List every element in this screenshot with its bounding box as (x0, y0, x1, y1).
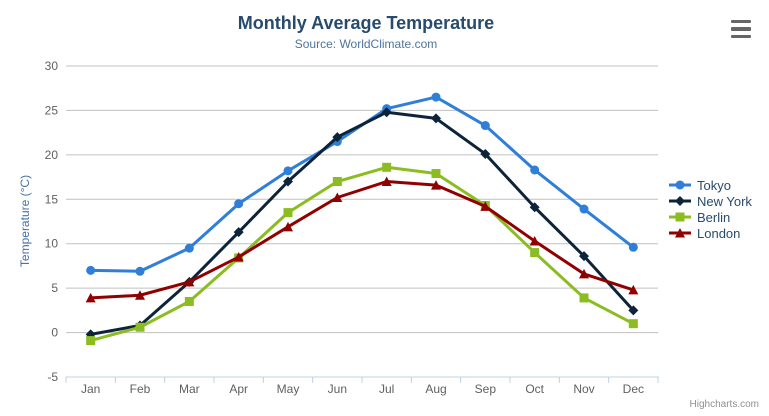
x-axis-tick-label: May (277, 382, 300, 396)
legend-item-new-york[interactable]: New York (668, 193, 752, 209)
series-new-york (85, 107, 639, 340)
x-axis-tick-label: Dec (623, 382, 644, 396)
data-point-marker (675, 228, 685, 238)
x-axis-tick-label: Nov (573, 382, 594, 396)
y-axis-tick-label: -5 (47, 370, 58, 384)
data-point-marker[interactable] (579, 268, 589, 279)
y-axis-title: Temperature (°C) (18, 174, 32, 268)
data-point-marker[interactable] (184, 296, 194, 306)
data-point-marker (675, 180, 685, 190)
data-point-marker[interactable] (628, 319, 638, 329)
chart-title: Monthly Average Temperature (237, 13, 495, 33)
x-axis-tick-label: Mar (179, 382, 200, 396)
series-tokyo (86, 92, 638, 276)
data-point-marker[interactable] (628, 284, 639, 295)
data-point-marker[interactable] (530, 248, 540, 258)
x-axis-tick-label: Jul (379, 382, 394, 396)
data-point-marker[interactable] (283, 166, 293, 176)
data-point-marker[interactable] (431, 92, 441, 102)
x-axis-tick-label: Jan (81, 382, 100, 396)
legend-marker-icon (669, 212, 691, 222)
legend-marker-icon (669, 228, 691, 238)
legend-item-label: Berlin (697, 209, 731, 225)
data-point-marker[interactable] (628, 242, 638, 252)
data-point-marker[interactable] (184, 243, 194, 253)
legend-marker-icon (669, 196, 691, 206)
x-axis-tick-label: Sep (475, 382, 497, 396)
legend: Tokyo New York Berlin London (668, 177, 752, 241)
data-point-marker[interactable] (86, 265, 96, 275)
data-point-marker[interactable] (135, 290, 145, 300)
data-point-marker[interactable] (85, 292, 96, 303)
data-point-marker[interactable] (332, 192, 343, 203)
data-point-marker[interactable] (431, 180, 441, 190)
x-axis-tick-label: Jun (328, 382, 347, 396)
legend-item-label: New York (697, 193, 752, 209)
data-point-marker (675, 212, 685, 222)
y-axis-tick-label: 25 (45, 103, 59, 117)
chart-subtitle: Source: WorldClimate.com (294, 37, 438, 51)
legend-item-london[interactable]: London (668, 225, 752, 241)
y-axis-tick-label: 5 (51, 281, 58, 295)
series-line (89, 180, 635, 300)
legend-item-berlin[interactable]: Berlin (668, 209, 752, 225)
data-point-marker[interactable] (628, 305, 639, 316)
highcharts-credit[interactable]: Highcharts.com (689, 399, 759, 410)
data-point-marker[interactable] (184, 276, 195, 287)
data-point-marker[interactable] (480, 121, 490, 131)
data-point-marker[interactable] (431, 113, 441, 124)
y-axis-tick-label: 30 (45, 59, 59, 73)
series-berlin (86, 162, 638, 346)
data-point-marker[interactable] (529, 202, 540, 213)
data-point-marker[interactable] (431, 169, 441, 179)
hamburger-icon (731, 27, 751, 31)
data-point-marker[interactable] (579, 293, 589, 303)
data-point-marker[interactable] (382, 162, 392, 172)
export-menu-button[interactable] (731, 19, 753, 39)
data-point-marker[interactable] (579, 204, 589, 214)
data-point-marker[interactable] (381, 176, 392, 187)
y-axis-tick-label: 20 (45, 148, 59, 162)
data-point-marker[interactable] (332, 177, 342, 187)
data-point-marker[interactable] (480, 201, 491, 211)
x-axis-tick-label: Oct (525, 382, 544, 396)
data-point-marker[interactable] (234, 199, 244, 209)
data-point-marker[interactable] (529, 236, 540, 246)
y-axis-tick-label: 15 (45, 192, 59, 206)
data-point-marker[interactable] (135, 266, 145, 276)
data-point-marker[interactable] (135, 322, 145, 332)
series-london (85, 176, 639, 303)
series-line (89, 165, 635, 343)
data-point-marker[interactable] (332, 132, 343, 143)
x-axis-tick-label: Aug (425, 382, 446, 396)
y-axis-tick-label: 10 (45, 237, 59, 251)
data-point-marker[interactable] (480, 148, 491, 159)
data-point-marker[interactable] (530, 165, 540, 175)
data-point-marker[interactable] (579, 251, 589, 262)
legend-item-label: London (697, 225, 741, 241)
x-axis-tick-label: Feb (130, 382, 151, 396)
x-axis-tick-label: Apr (229, 382, 248, 396)
data-point-marker[interactable] (283, 208, 293, 218)
data-point-marker[interactable] (86, 336, 96, 346)
data-point-marker[interactable] (283, 221, 293, 232)
hamburger-icon (731, 34, 751, 38)
hamburger-icon (731, 20, 751, 24)
data-point-marker (675, 196, 685, 206)
data-point-marker[interactable] (283, 176, 293, 187)
data-point-marker[interactable] (381, 107, 392, 118)
legend-item-tokyo[interactable]: Tokyo (668, 177, 752, 193)
legend-marker-icon (669, 180, 691, 190)
data-point-marker[interactable] (233, 227, 244, 238)
series-line (89, 110, 635, 336)
y-axis-tick-label: 0 (51, 326, 58, 340)
data-point-marker[interactable] (233, 252, 244, 262)
legend-item-label: Tokyo (697, 177, 731, 193)
